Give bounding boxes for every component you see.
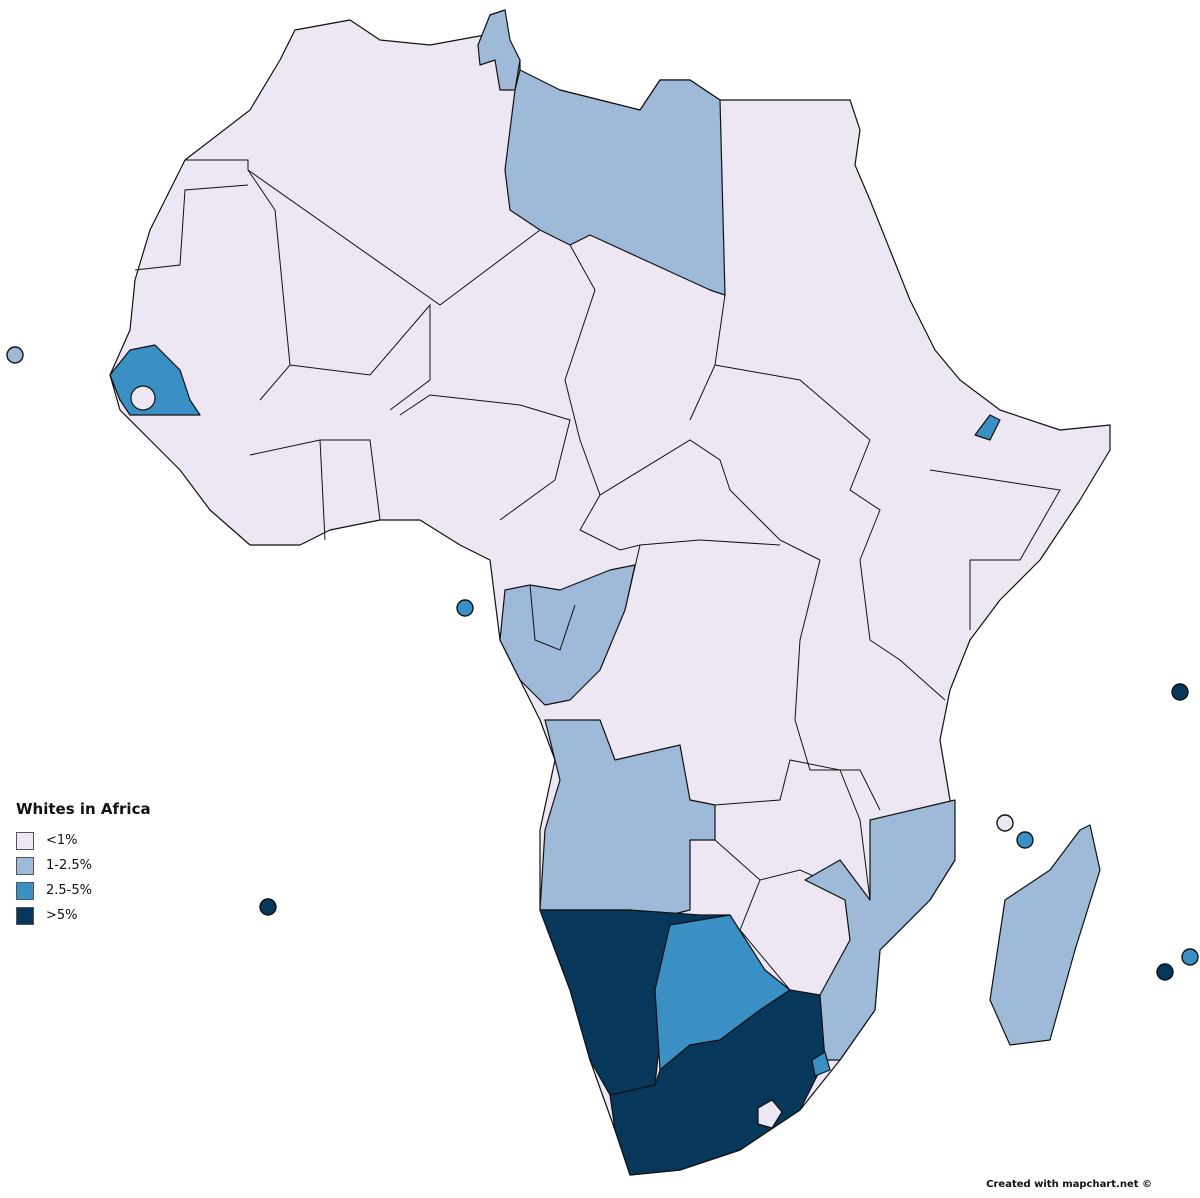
libya [504, 69, 726, 296]
island [456, 599, 474, 617]
legend-label: >5% [46, 908, 78, 923]
island [1016, 831, 1034, 849]
tunisia [477, 9, 521, 91]
eswatini [811, 1051, 831, 1077]
mozambique [804, 799, 956, 1061]
legend-swatch [16, 856, 34, 875]
legend-label: 1-2.5% [46, 858, 92, 873]
madagascar [989, 824, 1101, 1046]
djibouti [974, 414, 1001, 441]
gambia [130, 385, 156, 411]
gabon-congo [499, 564, 636, 706]
island [259, 898, 277, 916]
legend-items: <1% 1-2.5% 2.5-5% >5% [16, 828, 151, 928]
island [6, 346, 24, 364]
legend-item: >5% [16, 903, 151, 928]
lesotho [757, 1099, 783, 1129]
legend-item: 2.5-5% [16, 878, 151, 903]
credit: Created with mapchart.net © [986, 1179, 1152, 1190]
legend-item: 1-2.5% [16, 853, 151, 878]
angola [539, 719, 716, 916]
island [1171, 683, 1189, 701]
legend-swatch [16, 831, 34, 850]
legend-label: 2.5-5% [46, 883, 92, 898]
legend-label: <1% [46, 833, 78, 848]
island [1156, 963, 1174, 981]
legend-swatch [16, 881, 34, 900]
legend-item: <1% [16, 828, 151, 853]
legend: Whites in Africa <1% 1-2.5% 2.5-5% >5% [16, 800, 151, 928]
legend-swatch [16, 906, 34, 925]
island [1181, 948, 1199, 966]
island [996, 814, 1014, 832]
legend-title: Whites in Africa [16, 800, 151, 818]
internal-borders [134, 159, 1061, 991]
